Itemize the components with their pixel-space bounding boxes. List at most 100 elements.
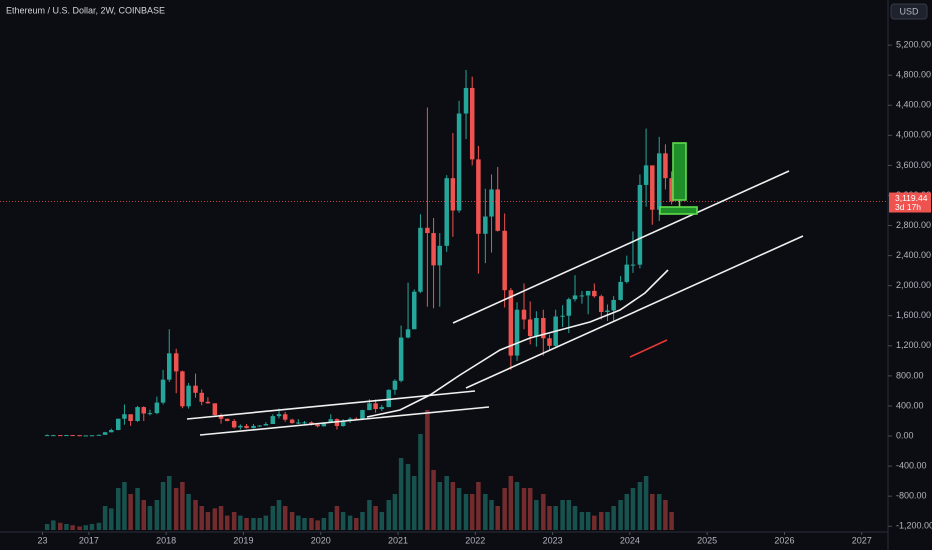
candle-body	[431, 233, 436, 266]
volume-bar	[585, 512, 591, 530]
candle-body	[296, 422, 301, 424]
volume-bar	[238, 515, 243, 530]
volume-bar	[141, 500, 147, 530]
candle-body	[302, 422, 307, 424]
candle-body	[669, 178, 674, 202]
volume-bar	[547, 506, 552, 530]
volume-bar	[592, 515, 597, 530]
volume-bar	[476, 482, 481, 530]
volume-bar	[386, 500, 391, 530]
candle-body	[463, 87, 469, 114]
candle-body	[579, 295, 585, 297]
candle-body	[340, 420, 346, 427]
volume-bar	[411, 476, 417, 530]
volume-bar	[418, 434, 423, 530]
volume-bar	[502, 488, 507, 530]
candle-body	[263, 424, 269, 426]
candle-body	[379, 407, 385, 409]
volume-bar	[360, 512, 365, 530]
volume-bar	[495, 506, 500, 530]
volume-bar	[379, 512, 385, 530]
candle-body	[373, 403, 378, 409]
candle-body	[160, 379, 166, 403]
volume-bar	[643, 476, 649, 530]
candle-body	[585, 290, 591, 296]
candle-body	[102, 432, 108, 435]
candle-body	[270, 416, 276, 424]
volume-bar	[231, 512, 237, 530]
candle-body	[611, 299, 616, 311]
volume-bar	[425, 410, 430, 530]
candle-body	[405, 329, 411, 338]
candle-body	[44, 435, 50, 437]
candle-body	[534, 318, 539, 337]
x-tick-label: 2023	[543, 535, 563, 545]
volume-bar	[572, 506, 578, 530]
candle-body	[541, 318, 546, 339]
y-tick-label: 800.00	[896, 370, 924, 380]
y-tick-label: 3,600.00	[896, 160, 931, 170]
y-tick-label: -400.00	[896, 460, 927, 470]
volume-bar	[58, 522, 63, 530]
candle-body	[282, 414, 288, 420]
chart-title: Ethereum / U.S. Dollar, 2W, COINBASE	[6, 5, 165, 15]
candle-body	[244, 425, 249, 429]
x-tick-label: 2024	[620, 535, 640, 545]
candle-body	[212, 403, 218, 415]
volume-bar	[276, 500, 282, 530]
candle-body	[547, 338, 552, 346]
candle-body	[64, 435, 69, 437]
volume-bar	[199, 506, 204, 530]
currency-button-label[interactable]: USD	[899, 6, 919, 16]
volume-bar	[115, 488, 121, 530]
candle-body	[398, 337, 404, 381]
volume-bar	[44, 524, 50, 530]
volume-bar	[514, 482, 520, 530]
candle-body	[502, 230, 507, 291]
volume-bar	[367, 500, 372, 530]
candle-body	[135, 407, 140, 421]
currency-button[interactable]	[890, 3, 928, 20]
volume-bar	[83, 525, 89, 530]
x-tick-label: 2018	[156, 535, 176, 545]
volume-bar	[180, 482, 185, 530]
x-tick-label: 2025	[697, 535, 717, 545]
candle-body	[483, 216, 488, 234]
candle-body	[89, 435, 95, 437]
candle-body	[514, 309, 520, 356]
candle-body	[425, 227, 430, 234]
volume-bar	[669, 512, 674, 530]
y-tick-label: 2,800.00	[896, 220, 931, 230]
volume-bar	[160, 482, 166, 530]
volume-bar	[51, 520, 56, 530]
volume-bar	[89, 524, 95, 530]
volume-bar	[373, 506, 378, 530]
candle-body	[315, 424, 320, 427]
volume-bar	[321, 518, 327, 530]
candle-body	[199, 392, 204, 402]
x-tick-label: 2019	[233, 535, 253, 545]
candle-body	[605, 310, 610, 312]
trend-line	[452, 170, 790, 324]
volume-bar	[637, 482, 643, 530]
candle-body	[599, 296, 604, 312]
y-tick-label: 400.00	[896, 400, 924, 410]
volume-bar	[431, 470, 436, 530]
volume-bar	[135, 488, 140, 530]
candle-body	[643, 165, 649, 185]
x-tick-label: 2027	[852, 535, 872, 545]
volume-bar	[405, 464, 411, 530]
candle-body	[334, 419, 340, 427]
x-tick-label: 2026	[774, 535, 794, 545]
volume-bar	[193, 500, 198, 530]
countdown-label: 3d 17h	[895, 202, 921, 212]
candle-body	[624, 264, 630, 282]
candle-body	[521, 309, 527, 320]
candle-body	[663, 153, 668, 179]
candle-body	[328, 419, 334, 423]
candle-body	[321, 422, 327, 427]
volume-bar	[315, 520, 320, 530]
candle-body	[166, 353, 172, 380]
candle-body	[70, 435, 75, 437]
